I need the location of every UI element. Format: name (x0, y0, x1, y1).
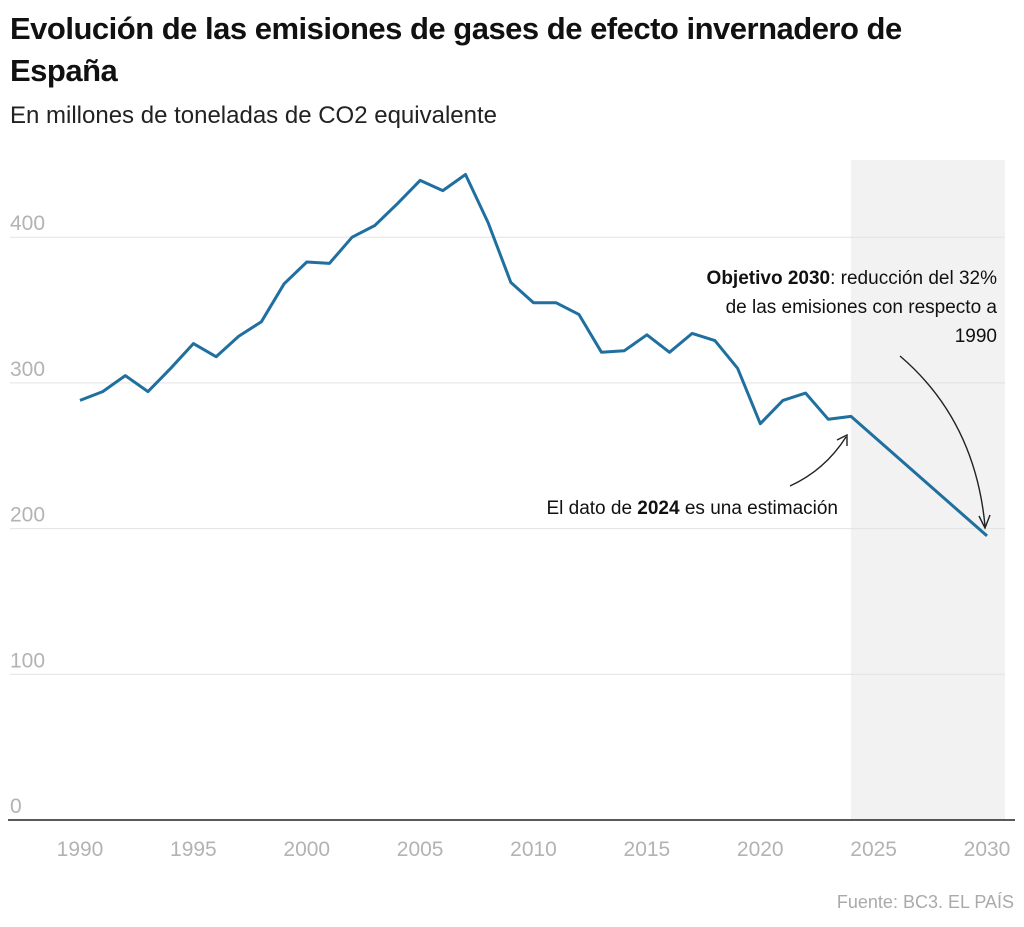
x-tick-label: 1990 (57, 838, 104, 861)
x-tick-label: 1995 (170, 838, 217, 861)
y-tick-label: 300 (10, 358, 45, 381)
arrow-objective (899, 355, 986, 527)
arrow-estimate (789, 436, 847, 487)
emissions-line (79, 173, 988, 538)
x-tick-label: 2025 (850, 838, 897, 861)
x-tick-label: 2010 (510, 838, 557, 861)
annotation-objective-line2: de las emisiones con respecto a (726, 297, 998, 318)
annotation-objective: Objetivo 2030: reducción del 32% (707, 268, 998, 289)
x-tick-label: 2005 (397, 838, 444, 861)
arrowhead-objective (978, 514, 991, 530)
chart-subtitle: En millones de toneladas de CO2 equivale… (10, 102, 497, 129)
annotation-estimate: El dato de 2024 es una estimación (546, 498, 838, 519)
y-tick-label: 400 (10, 212, 45, 235)
x-tick-label: 2015 (624, 838, 671, 861)
y-tick-label: 100 (10, 649, 45, 672)
y-tick-label: 0 (10, 795, 22, 818)
y-tick-label: 200 (10, 504, 45, 527)
x-tick-label: 2020 (737, 838, 784, 861)
arrowhead-estimate (836, 433, 848, 446)
x-tick-label: 2030 (964, 838, 1011, 861)
chart-title: Evolución de las emisiones de gases de e… (10, 11, 902, 88)
projection-shade (850, 160, 1005, 820)
x-tick-label: 2000 (283, 838, 330, 861)
source-note: Fuente: BC3. EL PAÍS (836, 892, 1014, 912)
annotation-objective-line3: 1990 (955, 326, 997, 347)
